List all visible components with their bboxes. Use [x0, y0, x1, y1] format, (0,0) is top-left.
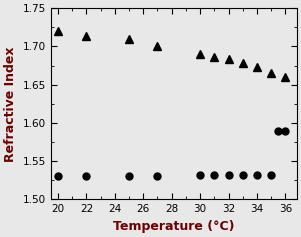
X-axis label: Temperature (°C): Temperature (°C)	[113, 220, 234, 233]
Y-axis label: Refractive Index: Refractive Index	[4, 46, 17, 162]
